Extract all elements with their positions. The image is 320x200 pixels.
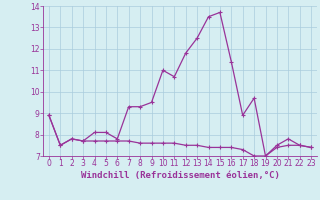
X-axis label: Windchill (Refroidissement éolien,°C): Windchill (Refroidissement éolien,°C) bbox=[81, 171, 279, 180]
